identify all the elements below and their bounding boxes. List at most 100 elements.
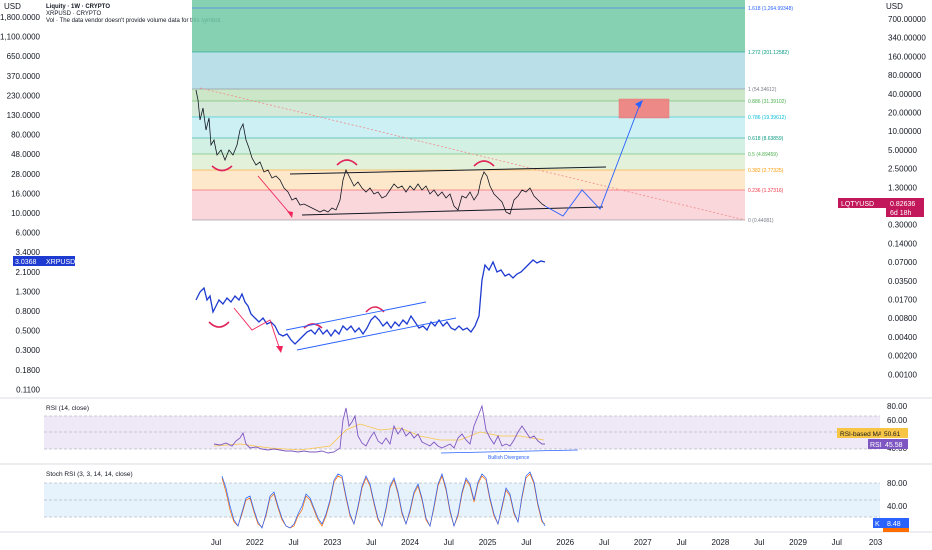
left-tick-label: 80.0000 <box>11 131 40 140</box>
left-tick-label: 130.0000 <box>7 111 41 120</box>
top-arc-3[interactable] <box>303 323 323 329</box>
lqty-symbol-badge[interactable]: LQTYUSD <box>838 198 886 208</box>
right-tick-label: 0.14000 <box>888 239 917 248</box>
rsi-value-badge[interactable]: RSI 45.58 <box>868 439 908 449</box>
time-tick-label: 2028 <box>712 538 730 547</box>
svg-text:45.58: 45.58 <box>885 442 903 449</box>
rsi-title[interactable]: RSI (14, close) <box>46 405 89 412</box>
smile-arc-1[interactable] <box>211 165 233 172</box>
volume-note: Vol · The data vendor doesn't provide vo… <box>46 18 222 24</box>
time-tick-label: Jul <box>444 538 454 547</box>
right-tick-label: 0.07000 <box>888 258 917 267</box>
projection-arrowhead <box>635 100 643 108</box>
left-tick-label: 0.3000 <box>16 346 41 355</box>
comparison-symbol[interactable]: XRPUSD · CRYPTO <box>46 11 102 17</box>
top-arc-1[interactable] <box>336 159 358 166</box>
stoch-k-line <box>221 471 546 529</box>
time-axis[interactable]: Jul 2022 Jul 2023 Jul 2024 Jul 2025 Jul 2026 Jul 20… <box>211 538 883 547</box>
right-tick-label: 0.03500 <box>888 277 917 286</box>
fib-level-label: 0.5 (4.89459) <box>748 152 778 158</box>
fib-band-0236 <box>192 190 745 220</box>
svg-text:6d 18h: 6d 18h <box>890 210 912 217</box>
fib-level-label: 0.618 (8.63859) <box>748 136 784 142</box>
downtrend-line[interactable] <box>199 87 746 221</box>
right-price-axis[interactable]: 700.00000 340.00000 160.00000 80.00000 40.00… <box>888 15 926 379</box>
svg-text:3.0368: 3.0368 <box>15 259 37 266</box>
fib-level-label: 0.382 (2.77325) <box>748 168 784 174</box>
left-tick-label: 230.0000 <box>7 91 41 100</box>
right-tick-label: 40.00000 <box>888 90 922 99</box>
svg-text:RSI: RSI <box>870 442 882 449</box>
lqty-price-badge[interactable]: 0.82636 6d 18h <box>886 198 924 217</box>
symbol-title[interactable]: Liquity · 1W · CRYPTO <box>46 4 110 10</box>
time-tick-label: Jul <box>754 538 764 547</box>
stoch-tick-40: 40.00 <box>887 502 908 511</box>
lqty-projection[interactable] <box>544 103 641 217</box>
smile-arc-2[interactable] <box>208 321 230 328</box>
time-tick-label: Jul <box>521 538 531 547</box>
fib-band-1618 <box>192 0 745 52</box>
svg-text:8.48: 8.48 <box>887 521 901 528</box>
red-arrow-lower[interactable] <box>233 307 281 351</box>
left-tick-label: 650.0000 <box>7 52 41 61</box>
time-tick-label: 2029 <box>789 538 807 547</box>
fib-band-0618 <box>192 138 745 154</box>
left-tick-label: 1,100.0000 <box>0 33 41 42</box>
left-tick-label: 3.4000 <box>16 248 41 257</box>
left-tick-label: 16.0000 <box>11 189 40 198</box>
rsi-panel[interactable] <box>44 404 880 454</box>
xrp-channel-top[interactable] <box>285 301 427 331</box>
bullish-divergence-label[interactable]: Bullish Divergence <box>488 455 530 461</box>
xrp-price-badge[interactable]: 3.0368 <box>13 256 43 266</box>
rsi-tick-60: 60.00 <box>887 416 908 425</box>
lqty-price-line[interactable] <box>195 89 546 215</box>
top-arc-2[interactable] <box>473 160 495 167</box>
left-tick-label: 0.1100 <box>16 385 40 394</box>
stoch-rsi-panel[interactable] <box>44 471 880 529</box>
right-tick-label: 20.00000 <box>888 109 922 118</box>
fib-band-1272 <box>192 52 745 89</box>
time-tick-label: 2025 <box>479 538 497 547</box>
right-tick-label: 0.30000 <box>888 221 917 230</box>
svg-text:LQTYUSD: LQTYUSD <box>841 201 874 208</box>
red-arrow-upper[interactable] <box>257 175 293 217</box>
support-line[interactable] <box>301 206 604 216</box>
fib-band-0382 <box>192 170 745 190</box>
target-zone[interactable] <box>618 98 670 119</box>
left-tick-label: 10.0000 <box>11 209 40 218</box>
time-tick-label: 2026 <box>556 538 574 547</box>
svg-text:0.82636: 0.82636 <box>890 201 915 208</box>
time-tick-label: Jul <box>676 538 686 547</box>
rsi-tick-80: 80.00 <box>887 402 908 411</box>
stoch-k-badge[interactable]: K 8.48 <box>873 518 909 532</box>
left-tick-label: 6.0000 <box>16 229 41 238</box>
svg-text:RSI-based MA: RSI-based MA <box>840 431 883 438</box>
right-tick-label: 700.00000 <box>888 15 926 24</box>
left-tick-label: 1.3000 <box>16 287 41 296</box>
svg-text:XRPUSD: XRPUSD <box>46 259 75 266</box>
red-arrowhead-upper <box>287 211 293 218</box>
right-tick-label: 2.50000 <box>888 165 917 174</box>
rsi-ma-badge[interactable]: RSI-based MA 50.61 <box>837 428 908 438</box>
right-tick-label: 0.00200 <box>888 352 917 361</box>
left-tick-label: 0.8000 <box>16 307 41 316</box>
xrp-symbol-badge[interactable]: XRPUSD <box>43 256 75 266</box>
resistance-line[interactable] <box>289 166 607 175</box>
right-tick-label: 340.00000 <box>888 34 926 43</box>
fib-retracement[interactable]: 1.618 (1,264.99348) 1.272 (201.12582) 1 (5… <box>192 0 793 224</box>
stoch-title[interactable]: Stoch RSI (3, 3, 14, 14, close) <box>46 471 133 478</box>
left-tick-label: 0.5000 <box>16 327 41 336</box>
time-tick-label: Jul <box>288 538 298 547</box>
fib-level-label: 1.272 (201.12582) <box>748 50 789 56</box>
left-price-axis[interactable]: 1,800.0000 1,100.0000 650.0000 370.0000 230.… <box>0 13 41 394</box>
fib-band-0786 <box>192 117 745 138</box>
fib-level-label: 1 (54.34612) <box>748 87 777 93</box>
bullish-divergence-line <box>440 449 579 454</box>
right-tick-label: 10.00000 <box>888 127 922 136</box>
right-tick-label: 0.00400 <box>888 333 917 342</box>
xrp-channel-bottom[interactable] <box>296 317 457 351</box>
fib-band-1 <box>192 89 745 101</box>
xrp-price-line[interactable] <box>195 259 546 345</box>
time-tick-label: 2023 <box>324 538 342 547</box>
